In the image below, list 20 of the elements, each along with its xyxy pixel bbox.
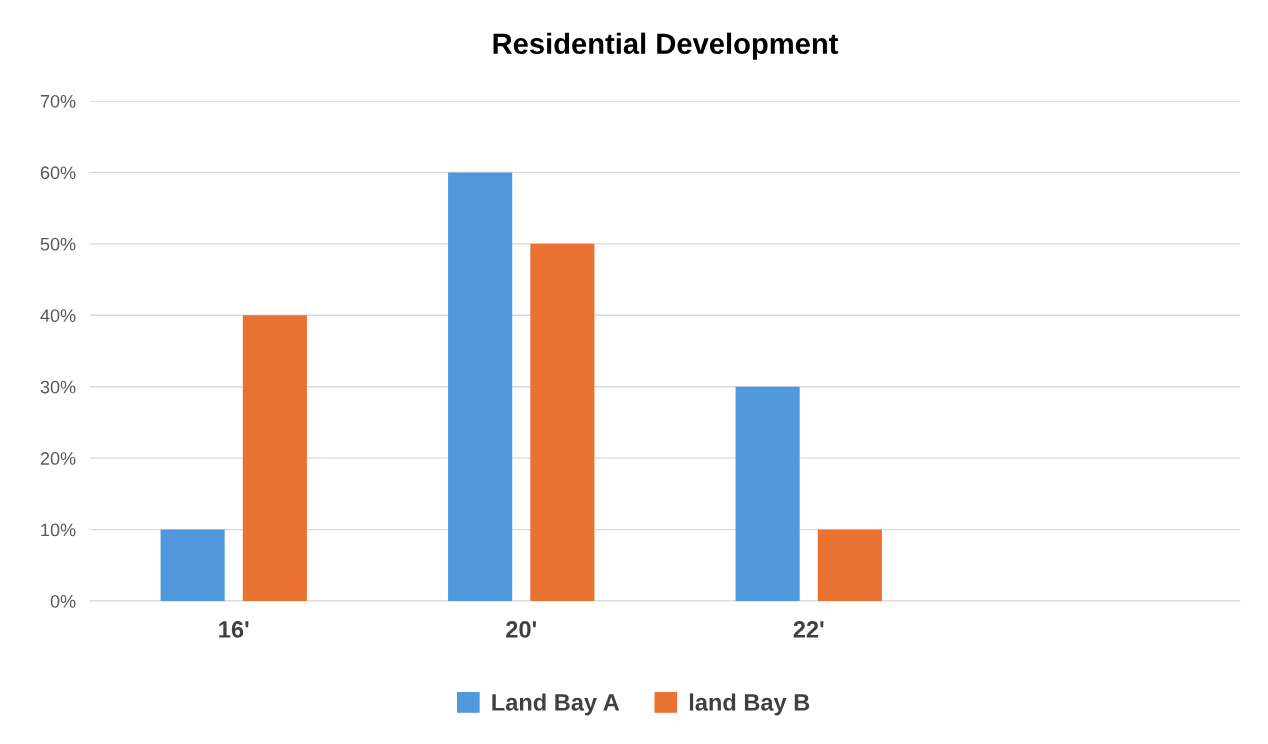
bar bbox=[242, 315, 307, 601]
bar bbox=[735, 386, 800, 601]
y-tick-label: 40% bbox=[40, 309, 76, 323]
y-tick-label: 60% bbox=[40, 166, 76, 180]
y-tick-label: 50% bbox=[40, 237, 76, 251]
legend-label: Land Bay A bbox=[492, 693, 620, 716]
chart-title: Residential Development bbox=[493, 32, 839, 60]
y-tick-label: 10% bbox=[41, 523, 76, 537]
x-tick-label: 22' bbox=[793, 621, 824, 638]
bar bbox=[160, 529, 225, 601]
bar bbox=[817, 529, 882, 601]
x-tick-label: 16' bbox=[219, 621, 249, 638]
bar bbox=[530, 243, 595, 601]
y-tick-label: 70% bbox=[40, 94, 76, 108]
bar bbox=[448, 172, 513, 601]
y-tick-label: 0% bbox=[50, 594, 76, 608]
x-tick-label: 20' bbox=[506, 621, 536, 638]
y-tick-label: 30% bbox=[40, 380, 76, 394]
legend-label: land Bay B bbox=[689, 693, 810, 716]
y-tick-label: 20% bbox=[40, 452, 76, 465]
